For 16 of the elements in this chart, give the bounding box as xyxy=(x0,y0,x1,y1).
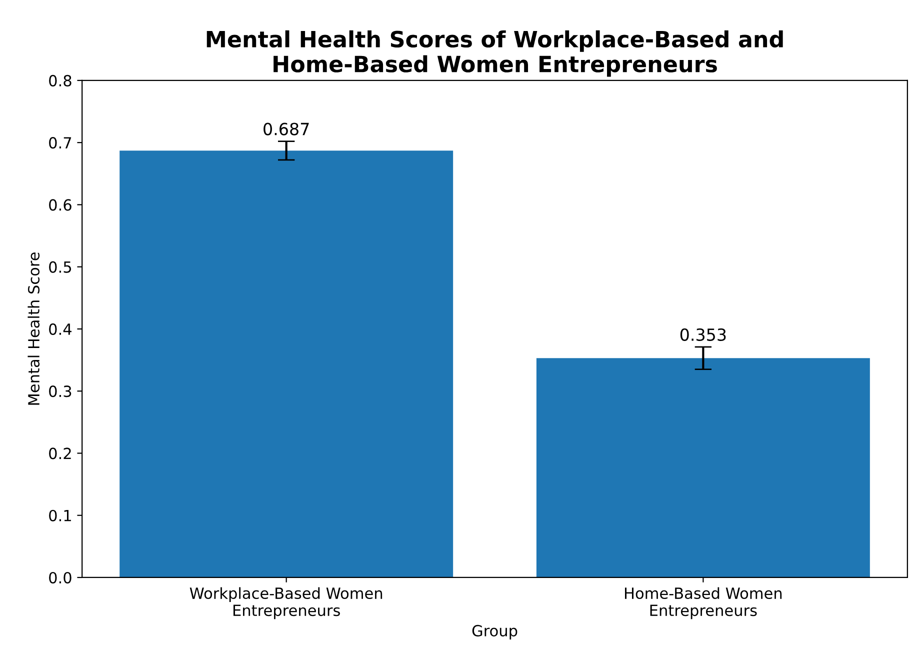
chart-title: Mental Health Scores of Workplace-Based and Home-Based Women Entrepreneurs xyxy=(206,30,783,77)
y-tick-label: 0.3 xyxy=(49,386,72,398)
x-tick-label: Workplace-Based Women Entrepreneurs xyxy=(190,587,382,620)
y-tick-label: 0.4 xyxy=(49,323,72,335)
y-tick-label: 0.1 xyxy=(49,510,71,522)
x-axis-title: Group xyxy=(472,624,518,640)
data-label: 0.687 xyxy=(264,122,309,136)
data-label: 0.353 xyxy=(680,328,726,341)
y-tick-label: 0.5 xyxy=(49,261,72,273)
y-tick-label: 0.2 xyxy=(49,448,71,460)
y-tick-label: 0.7 xyxy=(49,137,72,149)
y-tick-label: 0.6 xyxy=(49,199,72,211)
x-tick-label: Home-Based Women Entrepreneurs xyxy=(625,587,782,620)
y-tick-label: 0.8 xyxy=(49,74,72,86)
y-axis-title: Mental Health Score xyxy=(28,252,40,405)
y-tick-label: 0.0 xyxy=(49,572,72,584)
